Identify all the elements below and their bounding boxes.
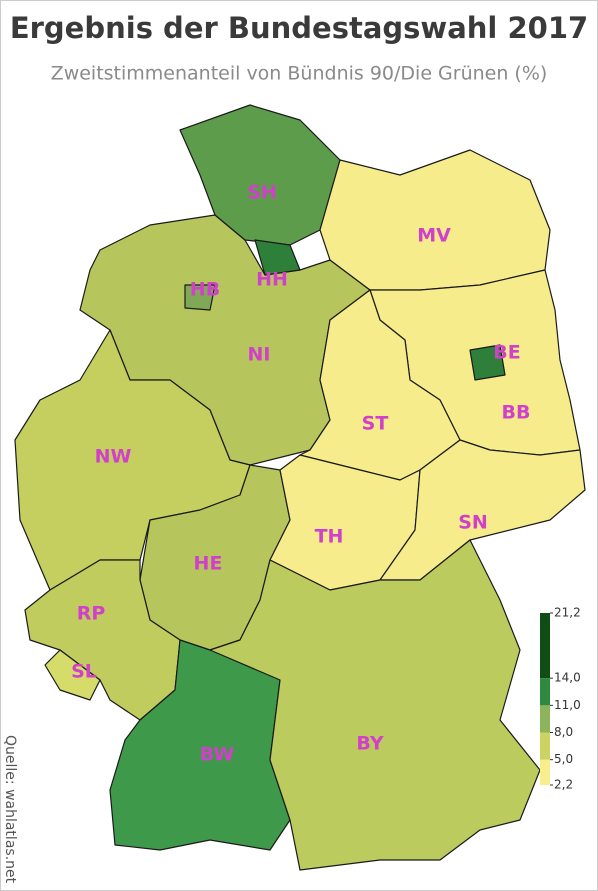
legend-bin (540, 705, 550, 733)
state-label: HE (194, 553, 223, 575)
state-area (319, 149, 551, 291)
legend-tick-label: 5,0 (554, 752, 573, 766)
state-label: HH (256, 269, 288, 291)
states (14, 104, 586, 871)
state-label: NW (95, 446, 132, 468)
state-label: BY (356, 733, 383, 755)
legend-tick-label: 21,2 (554, 606, 581, 620)
state-area (44, 649, 101, 701)
state-area (254, 239, 301, 276)
state-area (209, 539, 541, 871)
state-label: MV (417, 225, 451, 247)
state-label: ST (362, 413, 389, 435)
state-area (379, 439, 586, 581)
legend: 2,2 5,0 8,0 11,0 14,0 21,2 (540, 606, 581, 792)
state-area (469, 344, 506, 381)
state-area (184, 284, 216, 311)
legend-bin (540, 613, 550, 679)
legend-tick-label: 14,0 (554, 671, 581, 685)
state-label: SH (247, 182, 277, 204)
legend-tick-label: 8,0 (554, 725, 573, 739)
legend-tick-label: 11,0 (554, 698, 581, 712)
state-label: NI (248, 344, 271, 366)
title: Ergebnis der Bundestagswahl 2017 (10, 11, 588, 45)
state-label: SL (71, 661, 97, 683)
state-label: HB (190, 279, 220, 301)
state-area (179, 104, 341, 246)
legend-tick-label: 2,2 (554, 778, 573, 792)
state-label: RP (77, 603, 106, 625)
source: Quelle: wahlatlas.net (2, 735, 18, 884)
state-label: TH (315, 526, 344, 548)
state-label: BB (502, 402, 531, 424)
state-labels: SH HH HB NI MV BE BB ST NW SN TH HE RP SL BW BY (71, 182, 530, 766)
state-label: BW (200, 744, 234, 766)
subtitle: Zweitstimmenanteil von Bündnis 90/Die Gr… (51, 63, 548, 85)
legend-bin (540, 678, 550, 706)
legend-bin (540, 759, 550, 785)
legend-bin (540, 732, 550, 760)
state-label: SN (458, 512, 488, 534)
state-label: BE (493, 342, 520, 364)
